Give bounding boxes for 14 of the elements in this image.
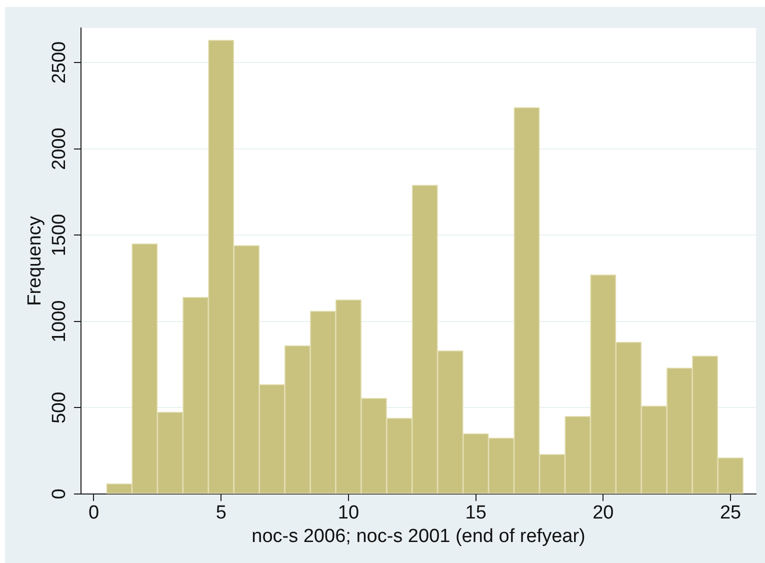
y-tick-label: 0	[49, 488, 70, 500]
y-tick-label: 1500	[49, 214, 70, 256]
x-tick-label: 10	[338, 502, 360, 524]
x-tick-label: 20	[592, 502, 614, 524]
x-tick-label: 5	[216, 502, 226, 524]
x-tick-label: 15	[465, 502, 486, 524]
y-tick-label: 2000	[49, 128, 70, 170]
x-axis-title: noc-s 2006; noc-s 2001 (end of refyear)	[252, 526, 586, 547]
y-tick-label: 1000	[49, 300, 70, 343]
x-tick-label: 0	[88, 502, 100, 524]
y-tick-label: 500	[49, 392, 70, 424]
y-tick-label: 2500	[49, 41, 70, 84]
x-tick-label: 25	[720, 502, 742, 524]
y-axis-title: Frequency	[24, 216, 46, 306]
